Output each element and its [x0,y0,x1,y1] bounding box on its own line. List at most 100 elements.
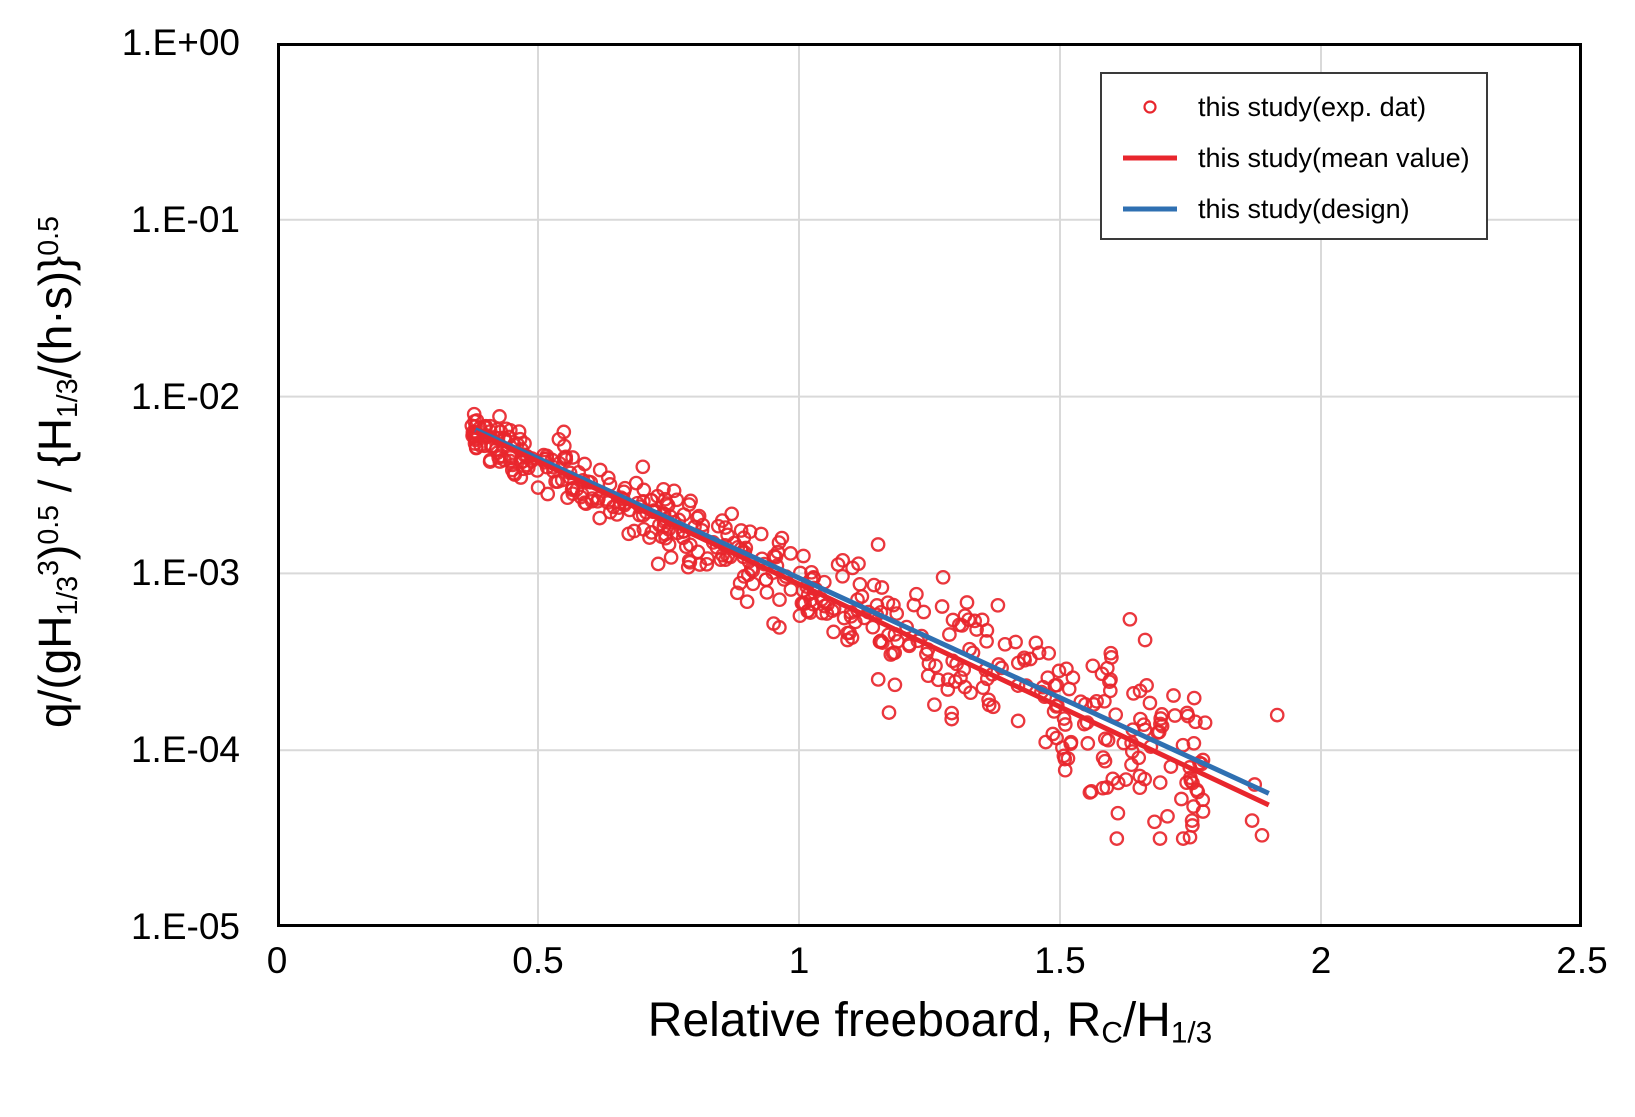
data-point [1065,670,1081,686]
data-point [880,595,896,611]
data-point [979,633,994,649]
y-tick-label: 1.E-03 [130,552,240,594]
data-point [729,585,745,601]
data-point [1122,611,1138,627]
data-point [602,504,618,520]
axis-title-fragment: /(h·s)} [28,255,81,379]
data-point [739,594,755,610]
data-point [1095,780,1111,796]
legend-line-swatch [1102,150,1198,166]
data-point [592,510,608,526]
data-point [1186,735,1202,751]
data-point [759,585,775,600]
data-point [1180,708,1196,724]
data-point [1132,780,1148,796]
data-point [959,595,975,610]
data-point [804,564,819,580]
data-point [940,682,956,697]
legend-label: this study(exp. dat) [1198,91,1427,122]
data-point [512,431,528,447]
data-point [1063,736,1079,752]
x-tick-label: 1 [788,940,810,981]
data-point [1152,831,1168,846]
data-point [1102,674,1117,690]
data-point [766,616,781,631]
data-point [916,604,932,620]
axis-title-fragment: 0.5 [33,504,65,545]
data-point [979,623,995,638]
data-point [660,498,676,513]
data-point [1126,686,1141,701]
data-point [1174,791,1189,807]
data-point [1195,804,1211,819]
data-point [874,580,890,595]
data-point [1150,725,1166,740]
data-point [530,480,546,495]
data-point [1045,726,1061,742]
x-tick-label: 2 [1310,940,1332,981]
data-point [1137,632,1153,648]
legend: this study(exp. dat) this study(mean valu… [1100,72,1488,240]
data-point [766,548,782,564]
data-point [1152,775,1168,790]
data-point [944,711,960,727]
data-point [699,556,715,572]
data-point [600,470,616,486]
y-tick-label: 1.E-02 [130,375,240,417]
data-point [1010,713,1026,729]
axis-title-fragment: / {H [28,418,81,505]
data-point [934,599,950,614]
data-point [733,523,749,538]
data-point [513,470,529,485]
data-point [736,569,752,584]
data-point [492,409,507,424]
data-point [997,636,1013,652]
data-point [836,610,852,626]
data-point [1197,715,1213,731]
data-point [1147,814,1162,830]
legend-item: this study(exp. dat) [1102,81,1486,132]
data-point [870,672,886,687]
data-point [658,530,673,546]
data-point [683,493,698,509]
data-point [1160,808,1175,824]
data-point [680,559,696,575]
data-point [1132,683,1148,699]
data-point [826,624,841,640]
legend-label: this study(mean value) [1198,142,1470,173]
data-point [565,450,580,465]
data-point [1110,775,1126,791]
data-point [887,677,903,693]
data-point [1175,831,1191,846]
data-point [1080,736,1096,751]
data-point [1153,716,1168,732]
data-point [483,452,498,468]
data-point [969,622,984,637]
data-point [551,431,567,447]
data-point [745,576,761,592]
scatter-series-exp-dat [464,406,1285,846]
x-tick-label: 2.5 [1556,940,1608,981]
data-point [921,656,937,671]
data-point [1110,805,1126,821]
y-axis-title: q/(gH1/33)0.5 / {H1/3/(h·s)}0.5 [19,42,84,902]
data-point [573,489,589,505]
y-tick-label: 1.E+00 [121,22,240,63]
data-point [1166,688,1181,703]
data-point [1049,730,1064,746]
legend-circle-marker [1102,99,1198,115]
data-point [548,474,563,489]
data-point [930,672,946,688]
data-point [569,482,585,497]
data-point [870,537,886,552]
x-tick-label: 0 [266,940,288,981]
data-point [1109,831,1125,846]
data-point [656,481,671,497]
data-point [835,568,850,584]
data-point [724,506,740,522]
data-point [957,679,973,695]
data-point [609,507,625,522]
axis-title-fragment: C [1101,1016,1123,1050]
data-point [1097,731,1113,747]
